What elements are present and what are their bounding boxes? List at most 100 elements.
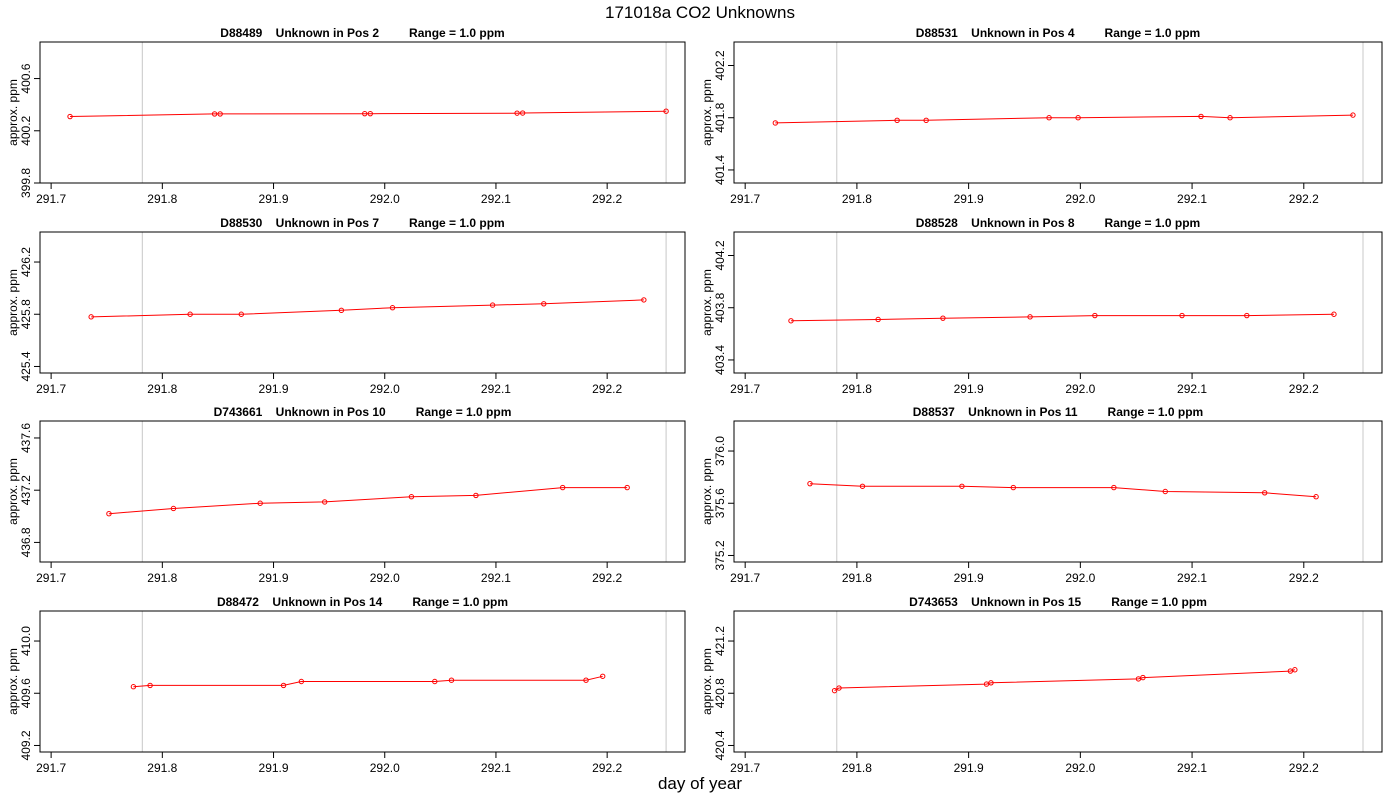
x-tick-label: 292.2 [592,382,622,396]
data-point [211,111,218,117]
panel-title: D88530 Unknown in Pos 7 Range = 1.0 ppm [220,216,504,230]
data-point [772,120,779,126]
x-tick-label: 292.2 [1289,761,1319,775]
panel-title-part: D743653 [909,595,958,609]
data-point [663,108,669,114]
data-point [923,117,929,124]
y-tick-label: 425.8 [19,299,33,329]
y-axis-label: approx. ppm [6,79,20,146]
x-tick-label: 292.1 [481,192,511,206]
data-point [408,494,415,500]
x-tick-label: 292.0 [1065,382,1095,396]
x-tick-label: 292.1 [1177,192,1207,206]
data-point [624,484,630,491]
data-point [514,110,520,116]
y-tick-label: 403.8 [713,292,727,322]
panel-title-part: D88537 [913,405,955,419]
data-point [859,483,866,489]
data-point [519,110,526,116]
data-point [1313,494,1319,500]
panel-title-part: Range = 1.0 ppm [379,26,505,40]
figure-x-axis-label: day of year [657,774,743,793]
x-tick-label: 292.1 [1177,761,1207,775]
panel-title-part: Range = 1.0 ppm [382,595,508,609]
panel-title-part: D88528 [916,216,958,230]
x-tick-label: 291.9 [954,571,984,585]
series-line [91,299,644,318]
panel-title-part: Range = 1.0 ppm [1075,26,1201,40]
data-point [1027,314,1033,320]
y-tick-label: 410.0 [19,626,33,656]
x-tick-label: 291.7 [36,382,66,396]
panel-title-part: D88472 [217,595,259,609]
data-point [1244,312,1250,319]
x-tick-label: 291.9 [954,761,984,775]
data-point [67,113,73,120]
chart-panel-2: D88531 Unknown in Pos 4 Range = 1.0 ppm 2… [700,26,1383,206]
x-tick-label: 292.2 [1289,571,1319,585]
y-tick-label: 399.8 [19,168,33,198]
x-tick-label: 292.2 [592,761,622,775]
panel-title: D88531 Unknown in Pos 4 Range = 1.0 ppm [916,26,1200,40]
panel-title: D88472 Unknown in Pos 14 Range = 1.0 ppm [217,595,508,609]
x-tick-label: 291.7 [36,761,66,775]
y-tick-label: 403.4 [713,345,727,375]
panel-title-part: Unknown in Pos 8 [958,216,1075,230]
series-line [108,487,628,515]
series-line [69,110,667,117]
panel-title: D88537 Unknown in Pos 11 Range = 1.0 ppm [913,405,1203,419]
x-tick-label: 291.9 [259,571,289,585]
x-tick-label: 291.8 [147,382,177,396]
y-tick-label: 409.2 [19,730,33,760]
data-point [1010,484,1017,491]
data-point [1111,484,1117,491]
data-point [1092,312,1098,319]
data-point [600,673,606,679]
panel-title-part: Range = 1.0 ppm [1075,216,1201,230]
panel-title-part: D88489 [220,26,262,40]
panel-title-part: Range = 1.0 ppm [379,216,505,230]
y-tick-label: 421.2 [713,626,727,656]
data-point [448,677,455,683]
series-line [834,669,1296,692]
data-point [1292,667,1298,673]
y-tick-label: 402.2 [713,50,727,80]
x-tick-label: 292.0 [370,571,400,585]
y-tick-label: 401.4 [713,155,727,185]
data-point [489,302,496,308]
x-tick-label: 291.9 [259,382,289,396]
plot-frame [733,41,1383,184]
data-point [130,684,137,690]
panel-title-part: Unknown in Pos 7 [262,216,379,230]
x-tick-label: 291.7 [730,192,760,206]
data-point [1046,115,1052,121]
chart-panel-3: D88530 Unknown in Pos 7 Range = 1.0 ppm 2… [6,216,686,396]
chart-panel-6: D88537 Unknown in Pos 11 Range = 1.0 ppm… [700,405,1383,585]
x-tick-label: 291.8 [842,571,872,585]
x-tick-label: 292.0 [370,192,400,206]
data-point [959,483,965,489]
data-point [1331,311,1337,317]
plot-frame [39,610,686,753]
panel-title-part: D88530 [220,216,262,230]
data-point [1198,113,1204,120]
data-point [559,484,566,491]
data-point [1261,490,1268,496]
x-tick-label: 292.2 [592,571,622,585]
x-tick-label: 291.9 [259,192,289,206]
plot-frame [39,41,686,184]
data-point [257,500,263,506]
figure-title: 171018a CO2 Unknowns [605,3,795,22]
data-point [280,682,287,689]
y-tick-label: 400.6 [19,63,33,93]
chart-panel-5: D743661 Unknown in Pos 10 Range = 1.0 pp… [6,405,686,585]
series-line [809,483,1317,498]
data-point [170,505,177,512]
plot-frame [39,231,686,374]
y-tick-label: 375.6 [713,488,727,518]
plot-frame [733,420,1383,563]
y-axis-label: approx. ppm [700,79,714,146]
x-tick-label: 291.9 [259,761,289,775]
data-point [432,678,438,685]
